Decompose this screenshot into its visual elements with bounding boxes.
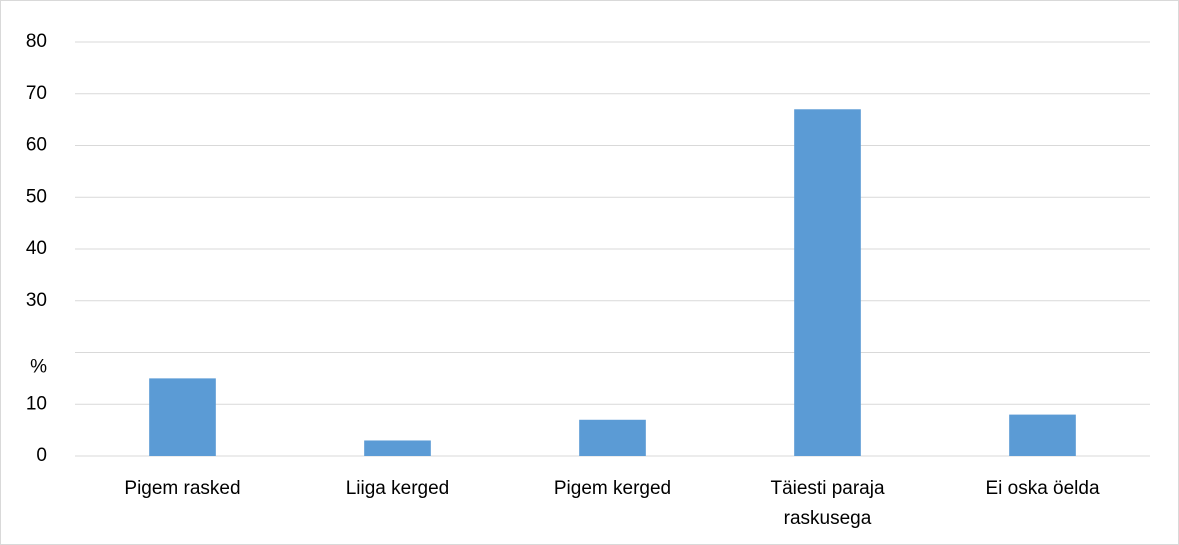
bar [364,440,431,456]
y-tick-label: 70 [26,83,47,104]
y-tick-label: 80 [26,31,47,52]
y-tick-label: 50 [26,186,47,207]
bar [1009,414,1076,456]
bar [794,109,861,457]
y-tick-label: 60 [26,135,47,156]
bar [579,419,646,456]
y-tick-label: % [30,357,47,378]
x-tick-label: Pigem kerged [553,478,672,499]
x-tick-label: Täiesti paraja raskusega [770,478,885,529]
bar [149,378,216,456]
x-tick-label: Ei oska öelda [985,478,1100,499]
x-tick-label: Pigem rasked [124,478,241,499]
y-tick-label: 30 [26,290,47,311]
y-tick-label: 10 [26,393,47,414]
y-tick-label: 40 [26,238,47,259]
x-tick-label: Liiga kerged [345,478,450,499]
y-tick-label: 0 [36,445,47,466]
